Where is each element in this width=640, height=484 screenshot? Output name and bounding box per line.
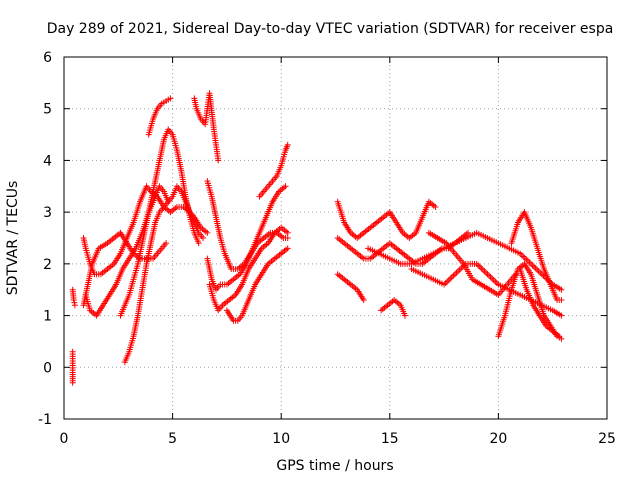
data-point <box>284 229 291 236</box>
data-point <box>284 235 291 241</box>
data-point <box>402 312 409 319</box>
data-point <box>360 297 367 304</box>
data-point <box>200 235 207 241</box>
y-tick-label: 1 <box>43 309 52 325</box>
data-point <box>163 240 170 247</box>
data-point <box>167 95 174 102</box>
series-seg-b <box>69 286 78 309</box>
series-arc-22 <box>517 266 563 340</box>
y-tick-label: 6 <box>43 50 52 66</box>
data-point <box>69 379 76 386</box>
x-tick-label: 0 <box>60 431 69 447</box>
axis-layer: 0 5 10 15 20 25 -1 0 1 2 3 4 5 6 <box>38 50 616 447</box>
y-tick-label: 3 <box>43 205 52 221</box>
data-point <box>70 297 77 304</box>
data-point <box>195 240 202 247</box>
series-arc-11 <box>223 245 291 324</box>
chart-title: Day 289 of 2021, Sidereal Day-to-day VTE… <box>47 21 614 37</box>
series-arc-16 <box>378 297 409 319</box>
plot-frame <box>63 56 608 420</box>
y-tick-label: -1 <box>38 412 52 428</box>
data-point <box>282 183 289 190</box>
y-axis-label: SDTVAR / TECUs <box>5 181 21 296</box>
x-tick-label: 20 <box>489 431 507 447</box>
data-point <box>71 302 78 309</box>
series-arc-10 <box>206 224 291 314</box>
series-arc-6 <box>145 95 174 138</box>
x-tick-label: 10 <box>272 431 290 447</box>
data-point <box>432 203 439 210</box>
series-arc-15 <box>334 271 367 304</box>
data-point <box>558 297 565 304</box>
data-point <box>558 312 565 319</box>
x-tick-label: 25 <box>598 431 616 447</box>
data-point <box>215 157 222 164</box>
points-layer <box>69 90 565 386</box>
x-axis-label: GPS time / hours <box>276 458 393 474</box>
series-seg-a <box>69 348 76 386</box>
y-tick-label: 0 <box>43 360 52 376</box>
y-tick-label: 2 <box>43 257 52 273</box>
series-arc-20 <box>508 209 565 304</box>
x-tick-label: 5 <box>168 431 177 447</box>
y-tick-label: 5 <box>43 102 52 118</box>
data-point <box>71 299 78 306</box>
x-tick-label: 15 <box>381 431 399 447</box>
series-arc-7 <box>191 90 222 164</box>
data-point <box>556 333 563 340</box>
series-arc-9 <box>204 183 289 293</box>
y-tick-label: 4 <box>43 153 52 169</box>
series-arc-19 <box>425 229 519 298</box>
data-point <box>284 141 291 148</box>
data-point <box>204 229 211 236</box>
series-arc-12 <box>256 141 291 200</box>
series-arc-5 <box>121 183 207 366</box>
data-point <box>558 286 565 293</box>
series-arc-13 <box>334 198 439 241</box>
data-point <box>284 245 291 252</box>
